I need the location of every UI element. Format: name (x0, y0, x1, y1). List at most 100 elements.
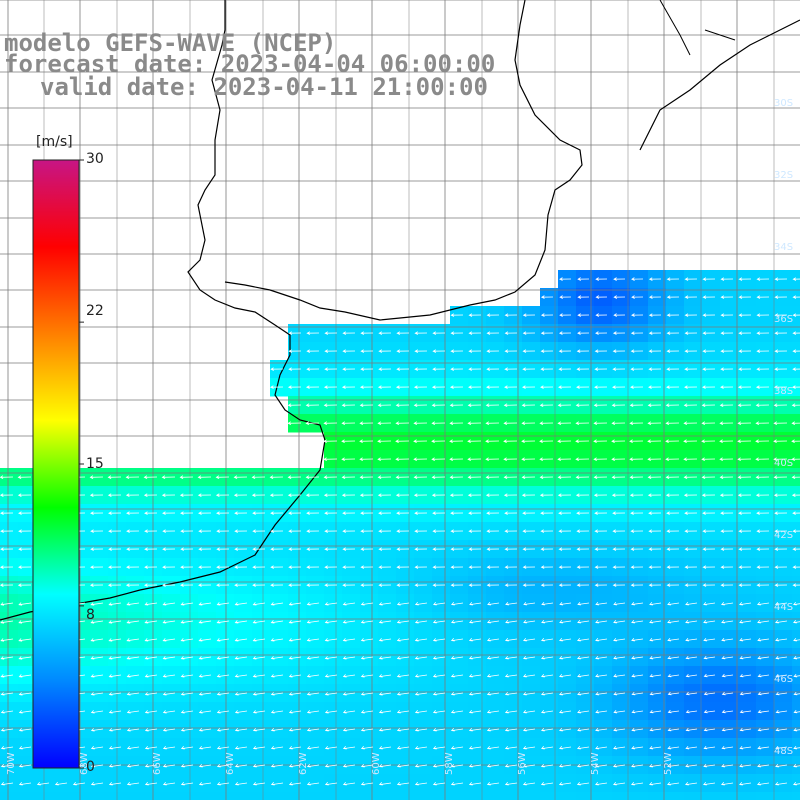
wind-arrow (575, 403, 590, 407)
wind-arrow (198, 511, 212, 515)
wind-arrow (792, 547, 800, 551)
wind-arrow (414, 782, 428, 786)
wind-arrow (360, 710, 374, 714)
wind-arrow (0, 620, 14, 624)
wind-arrow (523, 674, 536, 678)
wind-arrow (522, 331, 536, 335)
wind-arrow (539, 493, 554, 497)
wind-arrow (180, 511, 194, 515)
lat-label: 38S (774, 386, 793, 397)
wind-arrow (252, 710, 266, 714)
wind-arrow (144, 728, 158, 732)
wind-arrow (522, 511, 536, 515)
wind-arrow (685, 638, 698, 642)
wind-arrow (666, 529, 680, 533)
wind-arrow (613, 728, 626, 732)
wind-arrow (775, 727, 788, 732)
wind-arrow (630, 565, 644, 569)
wind-arrow (360, 746, 374, 750)
wind-arrow (738, 547, 752, 551)
wind-arrow (774, 367, 788, 371)
wind-arrow (162, 710, 176, 714)
wind-arrow (414, 565, 428, 569)
wind-arrow (738, 529, 752, 533)
field-cell (792, 792, 800, 800)
wind-arrow (414, 583, 428, 587)
lon-label: 64W (225, 752, 236, 775)
wind-arrow (413, 475, 428, 479)
wind-arrow (558, 331, 572, 335)
wind-arrow (666, 583, 680, 587)
wind-arrow (486, 349, 500, 353)
wind-arrow (0, 782, 14, 786)
wind-arrow (791, 403, 800, 407)
wind-arrow (649, 602, 662, 606)
wind-arrow (0, 547, 14, 551)
wind-arrow (468, 656, 482, 660)
wind-arrow (342, 656, 356, 660)
wind-arrow (630, 385, 644, 389)
wind-arrow (179, 475, 194, 479)
wind-arrow (613, 638, 626, 642)
wind-arrow (144, 710, 158, 714)
wind-arrow (144, 583, 158, 587)
wind-arrow (557, 493, 572, 497)
wind-arrow (270, 565, 284, 569)
wind-arrow (739, 638, 752, 642)
wind-arrow (737, 385, 752, 389)
wind-arrow (342, 782, 356, 786)
wind-arrow (774, 313, 788, 317)
wind-arrow (323, 439, 338, 443)
wind-arrow (702, 313, 716, 317)
wind-arrow (648, 511, 662, 515)
wind-arrow (774, 583, 788, 587)
lat-label: 46S (774, 674, 793, 685)
wind-arrow (306, 692, 320, 696)
wind-arrow (288, 638, 302, 642)
wind-arrow (755, 385, 770, 389)
title-forecast-date: forecast date: 2023-04-04 06:00:00 (4, 50, 496, 78)
wind-arrow (485, 457, 500, 461)
wind-arrow (595, 782, 608, 786)
wind-arrow (324, 367, 338, 371)
wind-arrow (198, 638, 212, 642)
wind-arrow (685, 602, 698, 606)
wind-arrow (395, 385, 410, 389)
wind-arrow (18, 620, 32, 624)
wind-arrow (378, 674, 392, 678)
wind-arrow (467, 493, 482, 497)
wind-arrow (323, 403, 338, 407)
wind-arrow (324, 583, 338, 587)
wind-arrow (451, 620, 464, 624)
wind-arrow (215, 475, 230, 479)
wind-arrow (378, 746, 392, 750)
wind-arrow (684, 565, 698, 569)
wind-arrow (683, 475, 698, 479)
wind-arrow (341, 385, 356, 389)
wind-arrow (775, 764, 788, 768)
wind-arrow (378, 710, 392, 714)
wind-arrow (595, 692, 608, 696)
wind-arrow (90, 620, 104, 624)
wind-arrow (683, 439, 698, 443)
wind-arrow (701, 493, 716, 497)
wind-arrow (720, 547, 734, 551)
wind-arrow (396, 602, 410, 606)
wind-arrow (793, 620, 800, 624)
wind-arrow (0, 638, 14, 642)
wind-arrow (180, 692, 194, 696)
wind-arrow (486, 511, 500, 515)
wind-arrow (540, 782, 554, 786)
wind-arrow (685, 673, 698, 678)
wind-arrow (486, 656, 500, 660)
wind-arrow (703, 655, 716, 660)
wind-arrow (287, 421, 302, 425)
field-cell (270, 792, 289, 800)
wind-arrow (523, 656, 536, 660)
wind-arrow (665, 457, 680, 461)
wind-arrow (739, 745, 752, 750)
wind-arrow (468, 674, 482, 678)
wind-arrow (504, 547, 518, 551)
wind-arrow (450, 764, 464, 768)
wind-arrow (108, 565, 122, 569)
